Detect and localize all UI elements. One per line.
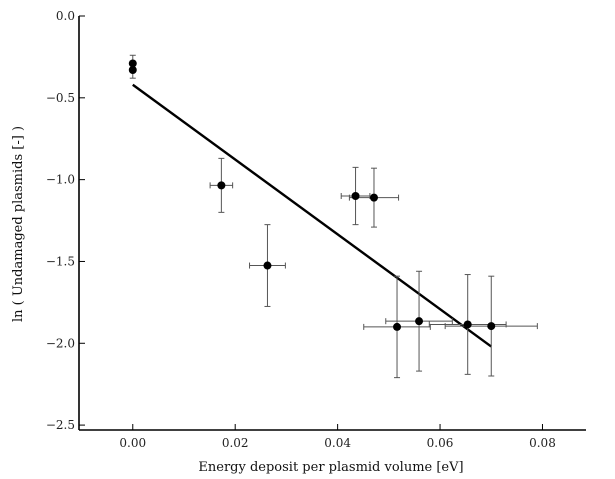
y-tick-label: −2.0 — [46, 336, 75, 350]
data-point — [128, 66, 137, 74]
x-tick-label: 0.00 — [119, 436, 146, 450]
x-axis-ticks: 0.00 0.02 0.04 0.06 0.08 — [119, 424, 556, 450]
x-tick-label: 0.06 — [427, 436, 454, 450]
data-points-layer — [128, 59, 496, 331]
axes — [78, 16, 586, 431]
data-point — [263, 261, 272, 270]
data-point — [487, 322, 496, 331]
fit-line — [132, 83, 492, 348]
data-point — [369, 193, 378, 202]
x-tick-label: 0.02 — [222, 436, 249, 450]
y-tick-label: −1.5 — [46, 254, 75, 268]
x-tick-label: 0.04 — [324, 436, 351, 450]
data-point — [351, 192, 360, 200]
data-point — [463, 320, 472, 329]
y-tick-label: −0.5 — [46, 91, 75, 105]
data-point — [217, 181, 226, 190]
y-axis-label: ln ( Undamaged plasmids [-] ) — [11, 126, 26, 322]
data-point — [393, 322, 402, 331]
data-point — [128, 59, 137, 68]
fit-line-layer — [132, 83, 492, 348]
y-axis-ticks: 0.0 −0.5 −1.0 −1.5 −2.0 −2.5 — [46, 9, 85, 432]
data-point — [415, 317, 424, 326]
y-tick-label: −2.5 — [46, 418, 75, 432]
error-bars-layer — [129, 54, 538, 379]
x-tick-label: 0.08 — [529, 436, 556, 450]
x-axis-label: Energy deposit per plasmid volume [eV] — [198, 460, 463, 475]
y-tick-label: 0.0 — [56, 9, 75, 23]
y-tick-label: −1.0 — [46, 173, 75, 187]
